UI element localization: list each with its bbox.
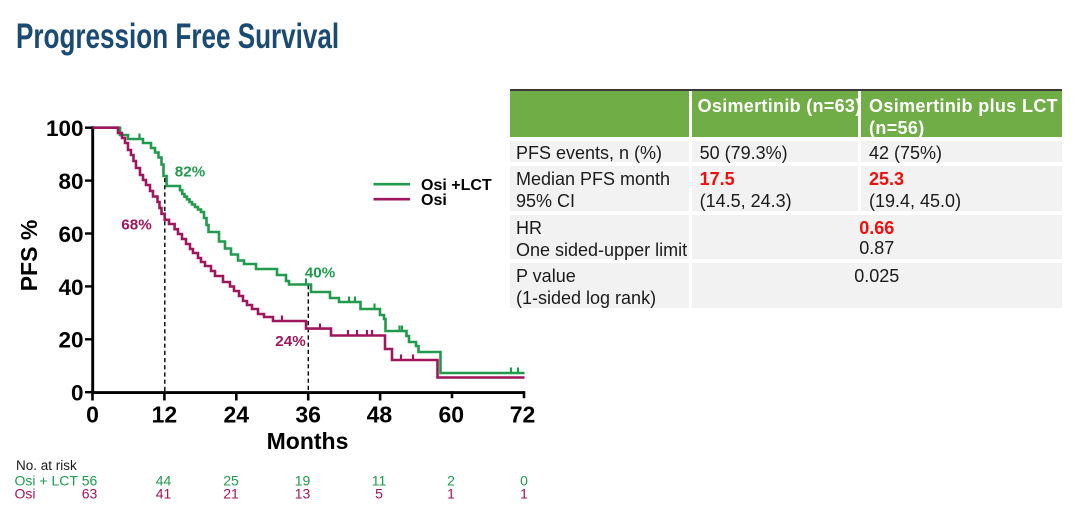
svg-text:13: 13 <box>295 486 311 502</box>
svg-text:Months: Months <box>267 428 349 454</box>
svg-text:PFS %: PFS % <box>16 220 42 292</box>
svg-text:25: 25 <box>223 472 239 488</box>
svg-text:24: 24 <box>224 402 250 428</box>
svg-text:41: 41 <box>156 486 172 502</box>
svg-text:60: 60 <box>439 402 465 428</box>
svg-text:Osi: Osi <box>421 192 447 209</box>
svg-text:36: 36 <box>295 402 321 428</box>
svg-text:21: 21 <box>223 486 239 502</box>
svg-text:63: 63 <box>82 486 98 502</box>
svg-text:Osi + LCT: Osi + LCT <box>15 472 79 488</box>
svg-text:Osi: Osi <box>15 486 36 502</box>
svg-text:80: 80 <box>58 169 83 194</box>
svg-text:56: 56 <box>82 472 98 488</box>
svg-text:20: 20 <box>58 328 83 353</box>
svg-text:19: 19 <box>295 472 311 488</box>
svg-text:48: 48 <box>367 402 393 428</box>
svg-text:Osi +LCT: Osi +LCT <box>421 177 492 194</box>
svg-text:No. at risk: No. at risk <box>16 458 77 473</box>
svg-text:1: 1 <box>520 486 528 502</box>
svg-text:11: 11 <box>372 472 387 488</box>
svg-text:72: 72 <box>510 402 536 428</box>
svg-text:44: 44 <box>156 472 172 488</box>
svg-text:5: 5 <box>375 486 383 502</box>
svg-text:40%: 40% <box>305 265 336 282</box>
svg-text:100: 100 <box>46 116 84 141</box>
svg-text:2: 2 <box>447 472 455 488</box>
svg-text:40: 40 <box>58 275 83 300</box>
svg-text:0: 0 <box>520 472 528 488</box>
svg-text:0: 0 <box>71 381 84 406</box>
svg-text:68%: 68% <box>121 217 152 234</box>
svg-text:82%: 82% <box>175 164 206 181</box>
svg-text:60: 60 <box>58 222 83 247</box>
svg-text:12: 12 <box>152 402 178 428</box>
svg-text:24%: 24% <box>275 333 306 350</box>
svg-text:1: 1 <box>447 486 455 502</box>
svg-text:0: 0 <box>86 402 99 428</box>
